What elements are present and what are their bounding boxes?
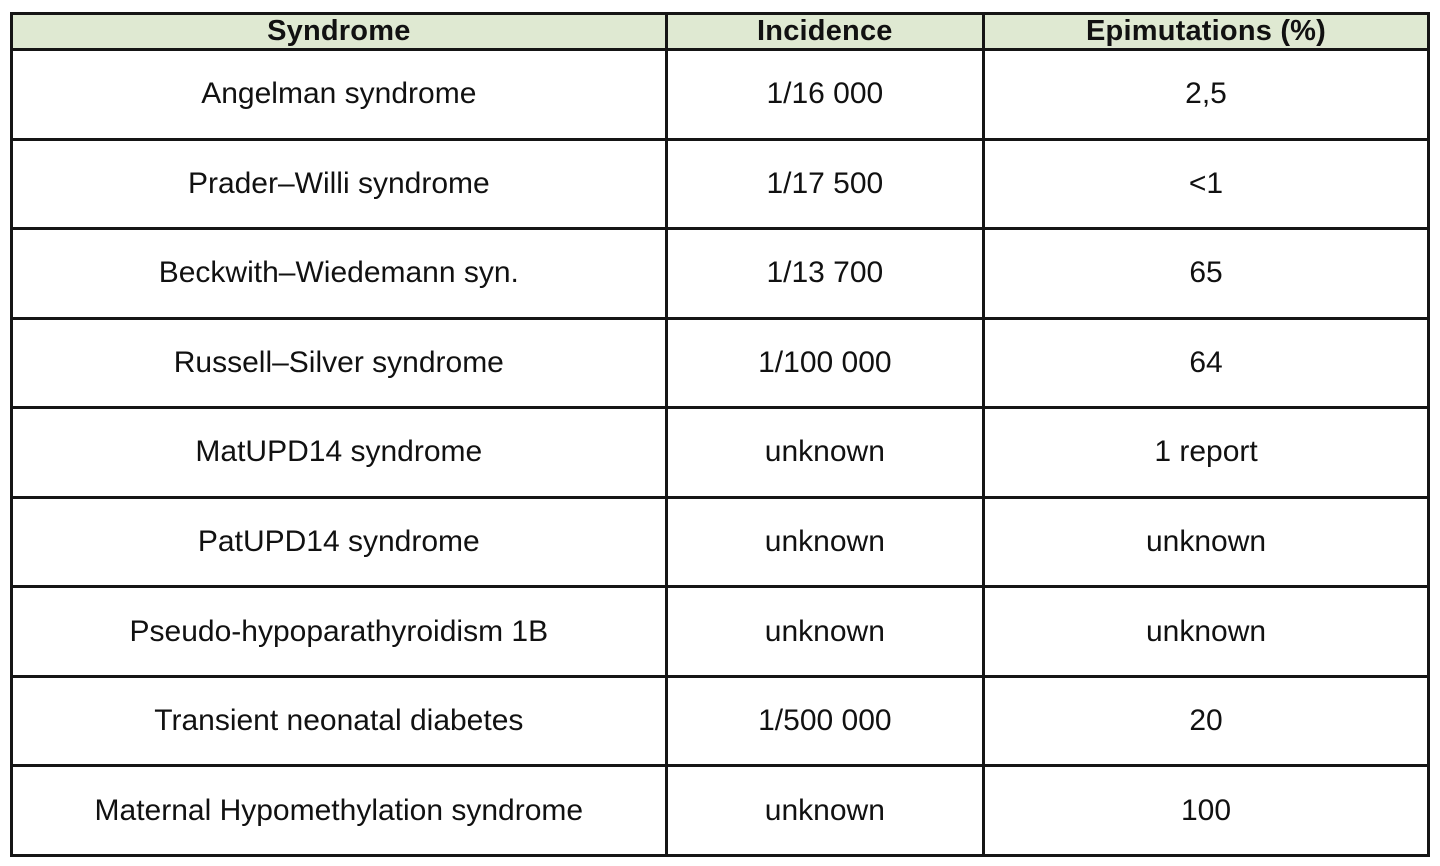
cell-epimutations: unknown — [982, 495, 1430, 589]
cell-epimutations: 2,5 — [982, 48, 1430, 141]
cell-syndrome: PatUPD14 syndrome — [10, 495, 668, 589]
cell-incidence: unknown — [664, 495, 986, 589]
table-row: Angelman syndrome 1/16 000 2,5 — [10, 48, 1430, 141]
table-row: Beckwith–Wiedemann syn. 1/13 700 65 — [10, 227, 1430, 320]
cell-syndrome: MatUPD14 syndrome — [10, 406, 668, 499]
table-row: Transient neonatal diabetes 1/500 000 20 — [10, 674, 1430, 768]
table-row: Maternal Hypomethylation syndrome unknow… — [10, 764, 1430, 857]
cell-incidence: 1/17 500 — [664, 137, 986, 231]
cell-incidence: 1/500 000 — [664, 674, 986, 768]
cell-syndrome: Prader–Willi syndrome — [10, 137, 668, 231]
cell-incidence: 1/16 000 — [664, 48, 986, 141]
table-row: MatUPD14 syndrome unknown 1 report — [10, 406, 1430, 499]
syndrome-incidence-table: Syndrome Incidence Epimutations (%) Ange… — [10, 12, 1430, 857]
cell-epimutations: 100 — [982, 764, 1430, 857]
column-header-epimutations: Epimutations (%) — [982, 12, 1430, 51]
cell-epimutations: 20 — [982, 674, 1430, 768]
column-header-syndrome: Syndrome — [10, 12, 668, 51]
cell-epimutations: 64 — [982, 316, 1430, 410]
cell-syndrome: Pseudo-hypoparathyroidism 1B — [10, 585, 668, 678]
table-row: PatUPD14 syndrome unknown unknown — [10, 495, 1430, 589]
table-row: Russell–Silver syndrome 1/100 000 64 — [10, 316, 1430, 410]
cell-incidence: unknown — [664, 406, 986, 499]
cell-epimutations: <1 — [982, 137, 1430, 231]
cell-syndrome: Transient neonatal diabetes — [10, 674, 668, 768]
cell-syndrome: Angelman syndrome — [10, 48, 668, 141]
cell-epimutations: unknown — [982, 585, 1430, 678]
table-row: Pseudo-hypoparathyroidism 1B unknown unk… — [10, 585, 1430, 678]
cell-syndrome: Russell–Silver syndrome — [10, 316, 668, 410]
cell-incidence: unknown — [664, 585, 986, 678]
cell-epimutations: 1 report — [982, 406, 1430, 499]
cell-incidence: unknown — [664, 764, 986, 857]
cell-incidence: 1/13 700 — [664, 227, 986, 320]
table-row: Prader–Willi syndrome 1/17 500 <1 — [10, 137, 1430, 231]
table-header-row: Syndrome Incidence Epimutations (%) — [10, 12, 1430, 51]
cell-epimutations: 65 — [982, 227, 1430, 320]
cell-syndrome: Maternal Hypomethylation syndrome — [10, 764, 668, 857]
cell-syndrome: Beckwith–Wiedemann syn. — [10, 227, 668, 320]
cell-incidence: 1/100 000 — [664, 316, 986, 410]
column-header-incidence: Incidence — [664, 12, 986, 51]
